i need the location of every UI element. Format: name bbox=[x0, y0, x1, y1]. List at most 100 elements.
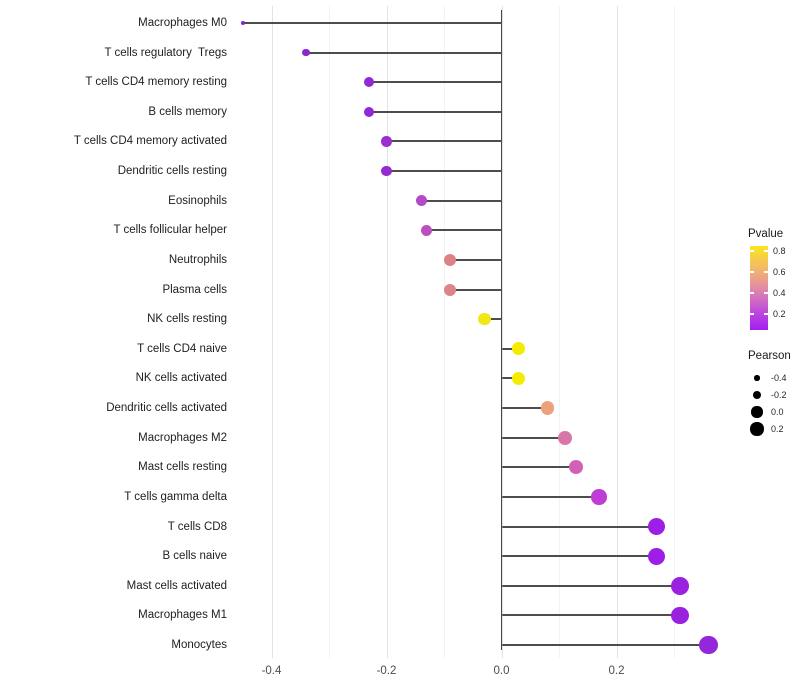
colorbar-tick bbox=[764, 292, 768, 294]
category-label: T cells regulatory Tregs bbox=[104, 46, 227, 59]
lollipop-stem bbox=[501, 525, 657, 528]
lollipop-stem bbox=[501, 495, 600, 498]
zero-line bbox=[501, 10, 502, 650]
pearson-legend-dot bbox=[751, 406, 763, 418]
x-tick-label: -0.2 bbox=[376, 665, 397, 677]
category-label: T cells CD4 memory resting bbox=[85, 76, 227, 89]
lollipop-stem bbox=[386, 140, 502, 143]
lollipop-stem bbox=[242, 22, 502, 24]
category-label: Mast cells activated bbox=[126, 579, 227, 592]
lollipop-dot bbox=[443, 253, 456, 266]
category-label: Dendritic cells resting bbox=[117, 165, 227, 178]
pvalue-colorbar bbox=[750, 246, 768, 330]
pearson-legend-dot bbox=[750, 422, 764, 436]
lollipop-stem bbox=[501, 347, 519, 350]
category-label: NK cells resting bbox=[147, 313, 227, 326]
minor-gridline bbox=[329, 6, 330, 658]
category-label: Plasma cells bbox=[162, 283, 227, 296]
category-label: T cells CD4 memory activated bbox=[73, 135, 227, 148]
lollipop-dot bbox=[670, 606, 689, 625]
lollipop-dot bbox=[591, 489, 608, 505]
lollipop-stem bbox=[501, 584, 680, 587]
minor-gridline bbox=[444, 6, 445, 658]
colorbar-tick bbox=[750, 292, 754, 294]
lollipop-dot bbox=[557, 430, 572, 445]
lollipop-stem bbox=[484, 318, 502, 321]
pearson-legend-label: -0.2 bbox=[771, 390, 787, 400]
pearson-legend-label: 0.2 bbox=[771, 424, 784, 434]
category-label: Eosinophils bbox=[168, 194, 227, 207]
category-label: Dendritic cells activated bbox=[106, 402, 227, 415]
lollipop-dot bbox=[540, 401, 555, 415]
pearson-legend-title: Pearson bbox=[748, 350, 791, 362]
lollipop-dot bbox=[443, 283, 456, 296]
lollipop-stem bbox=[449, 288, 502, 291]
colorbar-tick-label: 0.6 bbox=[773, 267, 786, 277]
colorbar-tick bbox=[764, 313, 768, 315]
category-label: T cells follicular helper bbox=[113, 224, 227, 237]
colorbar-tick-label: 0.8 bbox=[773, 246, 786, 256]
colorbar-tick bbox=[750, 250, 754, 252]
lollipop-dot bbox=[569, 460, 584, 475]
colorbar-tick-label: 0.2 bbox=[773, 309, 786, 319]
lollipop-dot bbox=[648, 517, 666, 536]
lollipop-dot bbox=[415, 195, 427, 207]
minor-gridline bbox=[559, 6, 560, 658]
category-label: Macrophages M1 bbox=[138, 609, 227, 622]
pearson-legend-dot bbox=[754, 375, 760, 381]
category-label: Macrophages M2 bbox=[138, 431, 227, 444]
lollipop-stem bbox=[501, 644, 709, 647]
lollipop-stem bbox=[369, 110, 502, 113]
category-label: T cells CD8 bbox=[167, 520, 227, 533]
minor-gridline bbox=[674, 6, 675, 658]
lollipop-stem bbox=[501, 436, 565, 439]
x-tick-label: 0.2 bbox=[608, 665, 625, 677]
pvalue-legend-title: Pvalue bbox=[748, 228, 784, 240]
category-label: T cells gamma delta bbox=[124, 490, 227, 503]
lollipop-dot bbox=[512, 342, 526, 356]
colorbar-tick bbox=[764, 250, 768, 252]
lollipop-stem bbox=[369, 81, 502, 84]
category-label: NK cells activated bbox=[135, 372, 227, 385]
lollipop-stem bbox=[501, 377, 519, 380]
lollipop-dot bbox=[670, 576, 689, 595]
lollipop-stem bbox=[501, 614, 680, 617]
lollipop-stem bbox=[501, 407, 548, 410]
lollipop-stem bbox=[426, 229, 502, 232]
lollipop-dot bbox=[477, 312, 491, 326]
colorbar-tick bbox=[764, 271, 768, 273]
lollipop-dot bbox=[648, 547, 666, 565]
pearson-legend-label: -0.4 bbox=[771, 373, 787, 383]
x-tick-label: -0.4 bbox=[261, 665, 282, 677]
lollipop-stem bbox=[421, 199, 502, 202]
colorbar-tick bbox=[750, 313, 754, 315]
lollipop-dot bbox=[240, 21, 245, 25]
lollipop-stem bbox=[501, 555, 657, 558]
lollipop-dot bbox=[302, 48, 310, 57]
category-label: B cells memory bbox=[148, 105, 227, 118]
major-gridline bbox=[616, 6, 618, 658]
lollipop-dot bbox=[421, 224, 433, 236]
colorbar-tick bbox=[750, 271, 754, 273]
lollipop-stem bbox=[386, 170, 502, 173]
pearson-legend-dot bbox=[752, 390, 762, 400]
category-label: Macrophages M0 bbox=[138, 17, 227, 29]
colorbar-tick-label: 0.4 bbox=[773, 288, 786, 298]
category-label: Monocytes bbox=[171, 639, 227, 652]
lollipop-dot bbox=[699, 635, 718, 655]
lollipop-dot bbox=[364, 77, 375, 88]
lollipop-stem bbox=[449, 258, 502, 261]
major-gridline bbox=[386, 6, 388, 658]
pearson-legend-label: 0.0 bbox=[771, 407, 784, 417]
category-label: Neutrophils bbox=[168, 253, 227, 266]
lollipop-stem bbox=[306, 51, 502, 54]
major-gridline bbox=[501, 6, 503, 658]
lollipop-dot bbox=[512, 371, 526, 385]
category-label: T cells CD4 naive bbox=[137, 342, 227, 355]
category-label: B cells naive bbox=[162, 550, 227, 563]
lollipop-dot bbox=[381, 136, 392, 147]
major-gridline bbox=[271, 6, 273, 658]
category-label: Mast cells resting bbox=[138, 461, 227, 474]
lollipop-stem bbox=[501, 466, 577, 469]
